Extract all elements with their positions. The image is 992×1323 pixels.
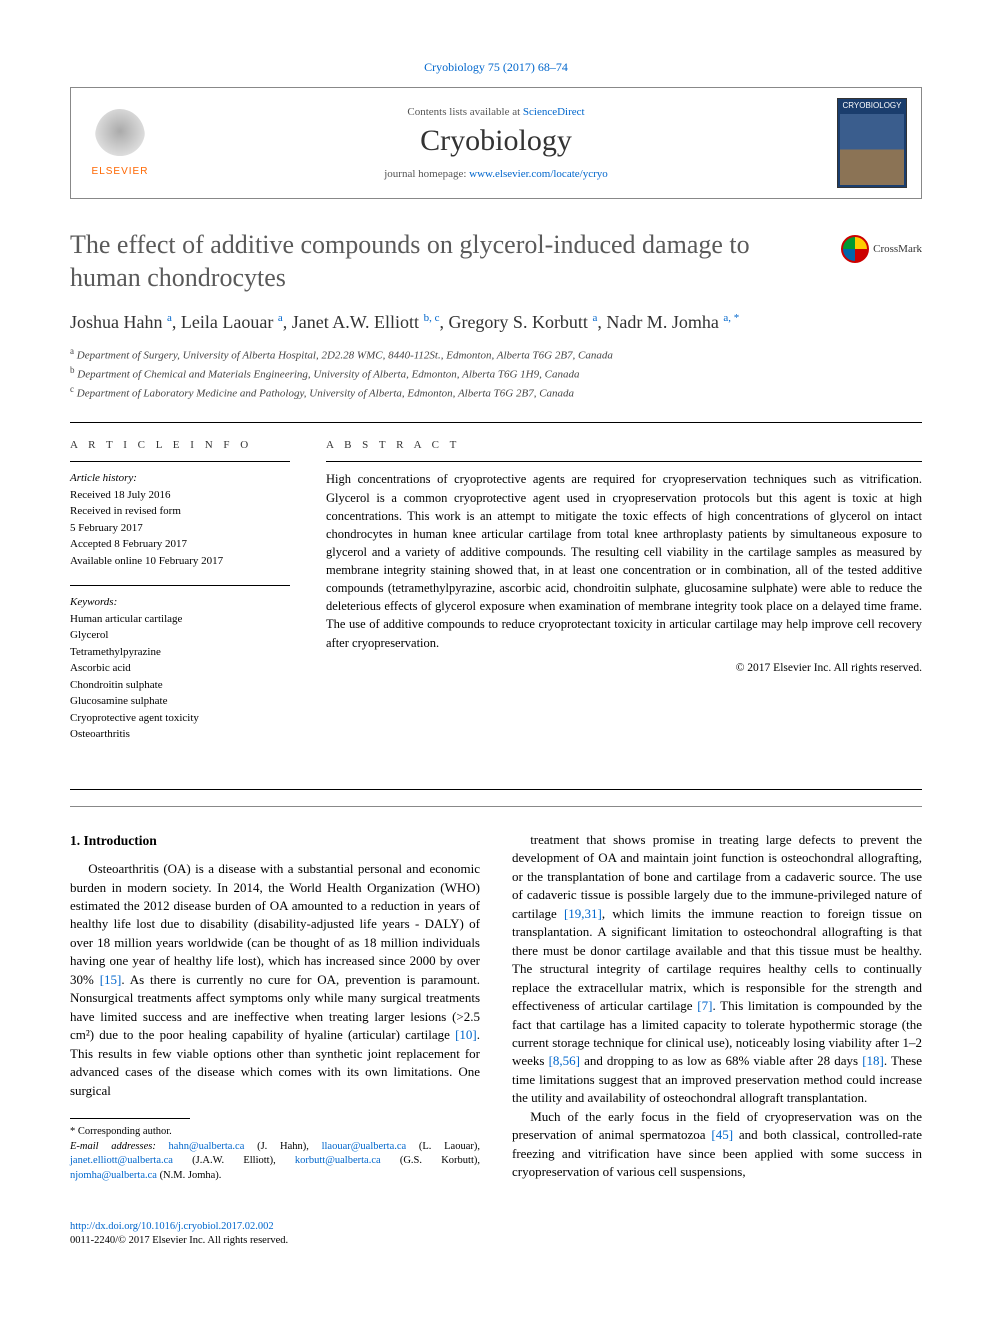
abstract-column: A B S T R A C T High concentrations of c… — [326, 439, 922, 759]
history-line: Available online 10 February 2017 — [70, 553, 290, 570]
keyword: Chondroitin sulphate — [70, 677, 290, 694]
author: Joshua Hahn a — [70, 312, 172, 332]
keyword: Human articular cartilage — [70, 611, 290, 628]
paragraph: treatment that shows promise in treating… — [512, 831, 922, 1108]
author: Nadr M. Jomha a, * — [606, 312, 739, 332]
article-history-block: Article history: Received 18 July 2016Re… — [70, 461, 290, 569]
affiliations-list: a Department of Surgery, University of A… — [70, 345, 922, 402]
footnotes: * Corresponding author. E-mail addresses… — [70, 1125, 480, 1184]
history-line: 5 February 2017 — [70, 520, 290, 537]
citation-link[interactable]: [7] — [697, 998, 712, 1013]
authors-list: Joshua Hahn a, Leila Laouar a, Janet A.W… — [70, 312, 922, 333]
crossmark-icon — [841, 235, 869, 263]
affiliation: a Department of Surgery, University of A… — [70, 345, 922, 364]
corresponding-author-note: * Corresponding author. — [70, 1125, 480, 1140]
affiliation: b Department of Chemical and Materials E… — [70, 364, 922, 383]
crossmark-label: CrossMark — [873, 243, 922, 255]
email-link[interactable]: njomha@ualberta.ca — [70, 1170, 157, 1181]
footnote-separator — [70, 1118, 190, 1119]
paragraph: Osteoarthritis (OA) is a disease with a … — [70, 860, 480, 1100]
contents-available-line: Contents lists available at ScienceDirec… — [155, 106, 837, 118]
journal-header-box: ELSEVIER Contents lists available at Sci… — [70, 87, 922, 199]
abstract-text: High concentrations of cryoprotective ag… — [326, 461, 922, 651]
keyword: Osteoarthritis — [70, 726, 290, 743]
journal-reference: Cryobiology 75 (2017) 68–74 — [70, 60, 922, 75]
author: Gregory S. Korbutt a — [448, 312, 597, 332]
author: Leila Laouar a — [181, 312, 283, 332]
article-info-column: A R T I C L E I N F O Article history: R… — [70, 439, 290, 759]
email-link[interactable]: korbutt@ualberta.ca — [295, 1155, 381, 1166]
email-link[interactable]: llaouar@ualberta.ca — [322, 1141, 407, 1152]
abstract-copyright: © 2017 Elsevier Inc. All rights reserved… — [326, 662, 922, 674]
article-title: The effect of additive compounds on glyc… — [70, 229, 825, 294]
history-line: Accepted 8 February 2017 — [70, 536, 290, 553]
page-footer: http://dx.doi.org/10.1016/j.cryobiol.201… — [70, 1220, 922, 1249]
cover-label: CRYOBIOLOGY — [838, 99, 906, 112]
journal-ref-link[interactable]: Cryobiology 75 (2017) 68–74 — [424, 60, 568, 74]
divider-thin — [70, 806, 922, 807]
author: Janet A.W. Elliott b, c — [292, 312, 440, 332]
keyword: Tetramethylpyrazine — [70, 644, 290, 661]
citation-link[interactable]: [18] — [862, 1053, 884, 1068]
citation-link[interactable]: [10] — [455, 1027, 477, 1042]
section-heading: 1. Introduction — [70, 831, 480, 850]
divider — [70, 422, 922, 423]
email-link[interactable]: janet.elliott@ualberta.ca — [70, 1155, 173, 1166]
cover-image-icon — [840, 114, 904, 185]
citation-link[interactable]: [15] — [100, 972, 122, 987]
article-info-heading: A R T I C L E I N F O — [70, 439, 290, 451]
journal-homepage-link[interactable]: www.elsevier.com/locate/ycryo — [469, 168, 608, 180]
keyword: Glucosamine sulphate — [70, 693, 290, 710]
crossmark-badge[interactable]: CrossMark — [841, 235, 922, 263]
paragraph: Much of the early focus in the field of … — [512, 1108, 922, 1182]
divider — [70, 789, 922, 790]
citation-link[interactable]: [45] — [711, 1127, 733, 1142]
issn-copyright: 0011-2240/© 2017 Elsevier Inc. All right… — [70, 1235, 288, 1246]
journal-homepage-line: journal homepage: www.elsevier.com/locat… — [155, 168, 837, 180]
doi-link[interactable]: http://dx.doi.org/10.1016/j.cryobiol.201… — [70, 1221, 274, 1232]
email-addresses: E-mail addresses: hahn@ualberta.ca (J. H… — [70, 1140, 480, 1184]
body-text: 1. Introduction Osteoarthritis (OA) is a… — [70, 831, 922, 1184]
keyword: Cryoprotective agent toxicity — [70, 710, 290, 727]
history-line: Received in revised form — [70, 503, 290, 520]
keyword: Glycerol — [70, 627, 290, 644]
history-head: Article history: — [70, 470, 290, 487]
keywords-head: Keywords: — [70, 594, 290, 611]
keywords-block: Keywords: Human articular cartilageGlyce… — [70, 585, 290, 743]
email-link[interactable]: hahn@ualberta.ca — [169, 1141, 245, 1152]
citation-link[interactable]: [19,31] — [564, 906, 602, 921]
keyword: Ascorbic acid — [70, 660, 290, 677]
citation-link[interactable]: [8,56] — [549, 1053, 580, 1068]
abstract-heading: A B S T R A C T — [326, 439, 922, 451]
journal-name: Cryobiology — [155, 124, 837, 158]
affiliation: c Department of Laboratory Medicine and … — [70, 383, 922, 402]
elsevier-tree-icon — [95, 109, 145, 164]
elsevier-logo[interactable]: ELSEVIER — [85, 103, 155, 183]
history-line: Received 18 July 2016 — [70, 487, 290, 504]
sciencedirect-link[interactable]: ScienceDirect — [523, 106, 585, 118]
journal-cover-thumbnail[interactable]: CRYOBIOLOGY — [837, 98, 907, 188]
elsevier-text: ELSEVIER — [92, 166, 149, 177]
